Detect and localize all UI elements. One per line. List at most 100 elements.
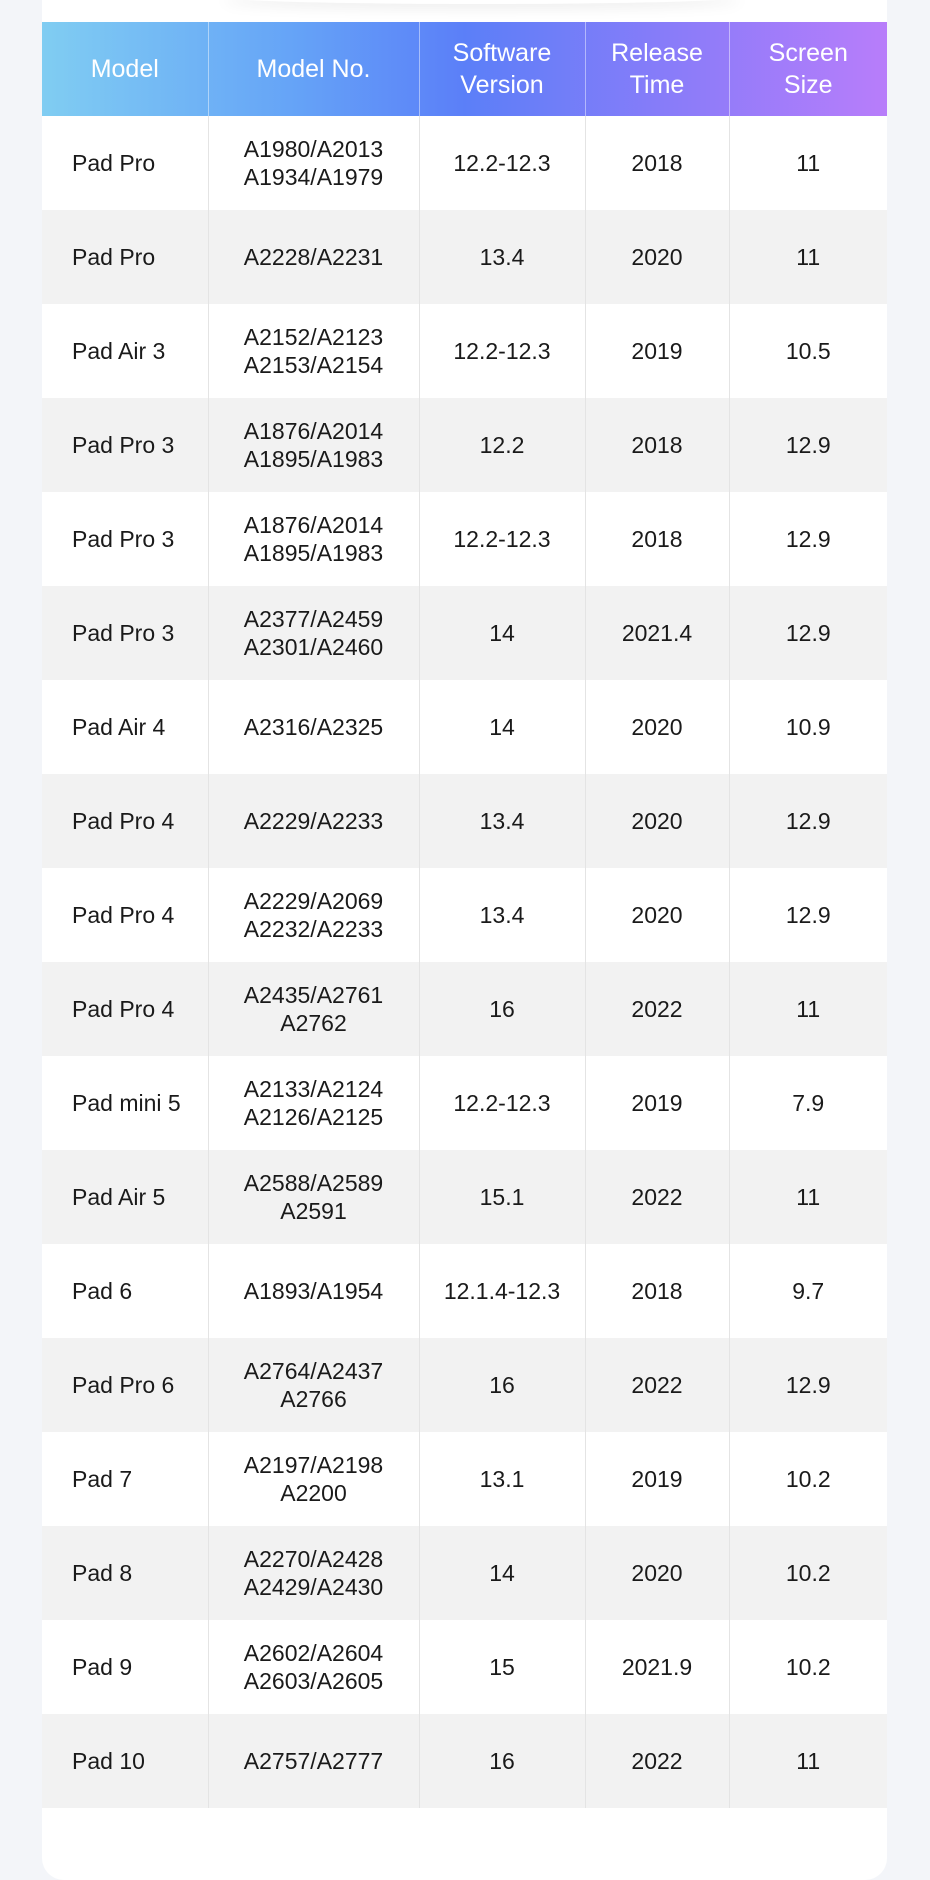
cell-release-time: 2019 <box>585 1056 730 1150</box>
cell-model-no: A1980/A2013 A1934/A1979 <box>208 116 420 210</box>
cell-model-no: A2229/A2069 A2232/A2233 <box>208 868 420 962</box>
cell-model: Pad 10 <box>42 1714 209 1808</box>
cell-software-version: 14 <box>419 1526 586 1620</box>
model-number: A2228/A2231 <box>243 244 384 270</box>
cell-screen-size: 11 <box>796 1748 821 1774</box>
cell-model: Pad Air 5 <box>42 1150 209 1244</box>
cell-model: Pad Pro 3 <box>42 398 209 492</box>
model-number: A2232/A2233 <box>243 916 384 942</box>
cell-release-time: 2020 <box>585 774 730 868</box>
table-row: Pad Pro 3 A2377/A2459 A2301/A2460 14 2021.4 1… <box>42 586 887 680</box>
cell-release-time: 2022 <box>585 1150 730 1244</box>
model-number: A2435/A2761 <box>243 982 384 1008</box>
cell-software-version: 12.2 <box>419 398 586 492</box>
model-number: A1980/A2013 <box>243 136 384 162</box>
table-row: Pad mini 5 A2133/A2124 A2126/A2125 12.2-12.… <box>42 1056 887 1150</box>
cell-screen-size: 11 <box>796 996 821 1022</box>
cell-model-no: A2377/A2459 A2301/A2460 <box>208 586 420 680</box>
cell-software-version: 16 <box>419 1338 586 1432</box>
cell-model: Pad 8 <box>42 1526 209 1620</box>
model-number: A1876/A2014 <box>243 418 384 444</box>
cell-release-time: 2020 <box>585 680 730 774</box>
cell-model-no: A2757/A2777 <box>208 1714 420 1808</box>
cell-model: Pad 9 <box>42 1620 209 1714</box>
model-number: A2200 <box>280 1480 347 1506</box>
cell-release-time: 2018 <box>585 398 730 492</box>
cell-release-time: 2022 <box>585 1714 730 1808</box>
cell-model: Pad Pro <box>42 116 209 210</box>
header-model-no: Model No. <box>208 22 420 116</box>
cell-screen-size: 12.9 <box>785 808 831 834</box>
model-number: A2602/A2604 <box>243 1640 384 1666</box>
cell-release-time: 2019 <box>585 1432 730 1526</box>
cell-screen-size: 11 <box>796 150 821 176</box>
cell-release-time: 2022 <box>585 1338 730 1432</box>
cell-model: Pad Air 4 <box>42 680 209 774</box>
cell-screen-size: 10.2 <box>785 1560 831 1586</box>
header-text: Model <box>90 55 159 83</box>
table-row: Pad 10 A2757/A2777 16 2022 11 <box>42 1714 887 1808</box>
model-number: A2764/A2437 <box>243 1358 384 1384</box>
cell-model: Pad Pro 4 <box>42 962 209 1056</box>
table-row: Pad Air 4 A2316/A2325 14 2020 10.9 <box>42 680 887 774</box>
cell-release-time: 2022 <box>585 962 730 1056</box>
cell-screen-size: 12.9 <box>785 432 831 458</box>
cell-screen-size: 12.9 <box>785 1372 831 1398</box>
cell-software-version: 12.2-12.3 <box>419 116 586 210</box>
cell-model-no: A1876/A2014 A1895/A1983 <box>208 398 420 492</box>
cell-release-time: 2020 <box>585 210 730 304</box>
cell-software-version: 13.1 <box>419 1432 586 1526</box>
model-number: A1876/A2014 <box>243 512 384 538</box>
cell-release-time: 2018 <box>585 492 730 586</box>
cell-software-version: 14 <box>419 680 586 774</box>
model-number: A1934/A1979 <box>243 164 384 190</box>
model-number: A1895/A1983 <box>243 540 384 566</box>
cell-model-no: A2602/A2604 A2603/A2605 <box>208 1620 420 1714</box>
cell-model: Pad 7 <box>42 1432 209 1526</box>
model-number: A2603/A2605 <box>243 1668 384 1694</box>
model-number: A2429/A2430 <box>243 1574 384 1600</box>
header-text: Size <box>783 71 833 99</box>
model-number: A2229/A2069 <box>243 888 384 914</box>
cell-model-no: A2270/A2428 A2429/A2430 <box>208 1526 420 1620</box>
table-row: Pad 6 A1893/A1954 12.1.4-12.3 2018 9.7 <box>42 1244 887 1338</box>
cell-release-time: 2018 <box>585 116 730 210</box>
header-text: Screen <box>768 39 848 67</box>
cell-model-no: A2152/A2123 A2153/A2154 <box>208 304 420 398</box>
cell-model: Pad Pro <box>42 210 209 304</box>
cell-software-version: 14 <box>419 586 586 680</box>
cell-model: Pad 6 <box>42 1244 209 1338</box>
cell-model-no: A2588/A2589 A2591 <box>208 1150 420 1244</box>
cell-model-no: A2228/A2231 <box>208 210 420 304</box>
compatibility-table: Model Model No. Software Version Release Time… <box>42 22 887 1808</box>
cell-release-time: 2021.9 <box>585 1620 730 1714</box>
header-screen-size: Screen Size <box>729 22 887 116</box>
cell-model: Pad Pro 3 <box>42 492 209 586</box>
table-header-row: Model Model No. Software Version Release Time… <box>42 22 887 116</box>
header-text: Version <box>460 71 544 99</box>
cell-model: Pad Air 3 <box>42 304 209 398</box>
header-model: Model <box>42 22 209 116</box>
cell-model: Pad Pro 6 <box>42 1338 209 1432</box>
cell-release-time: 2019 <box>585 304 730 398</box>
cell-screen-size: 10.9 <box>785 714 831 740</box>
header-text: Model No. <box>256 55 371 83</box>
model-number: A2757/A2777 <box>243 1748 384 1774</box>
cell-software-version: 16 <box>419 962 586 1056</box>
cell-software-version: 12.1.4-12.3 <box>419 1244 586 1338</box>
model-number: A2126/A2125 <box>243 1104 384 1130</box>
cell-software-version: 12.2-12.3 <box>419 1056 586 1150</box>
model-number: A2153/A2154 <box>243 352 384 378</box>
model-number: A1893/A1954 <box>243 1278 384 1304</box>
card-shadow <box>222 0 742 4</box>
table-row: Pad 9 A2602/A2604 A2603/A2605 15 2021.9 10.2 <box>42 1620 887 1714</box>
header-release-time: Release Time <box>585 22 730 116</box>
cell-model-no: A1893/A1954 <box>208 1244 420 1338</box>
cell-software-version: 13.4 <box>419 868 586 962</box>
model-number: A2591 <box>280 1198 347 1224</box>
model-number: A2197/A2198 <box>243 1452 384 1478</box>
table-row: Pad 8 A2270/A2428 A2429/A2430 14 2020 10.2 <box>42 1526 887 1620</box>
model-number: A2229/A2233 <box>243 808 384 834</box>
header-text: Time <box>629 71 685 99</box>
model-number: A2588/A2589 <box>243 1170 384 1196</box>
